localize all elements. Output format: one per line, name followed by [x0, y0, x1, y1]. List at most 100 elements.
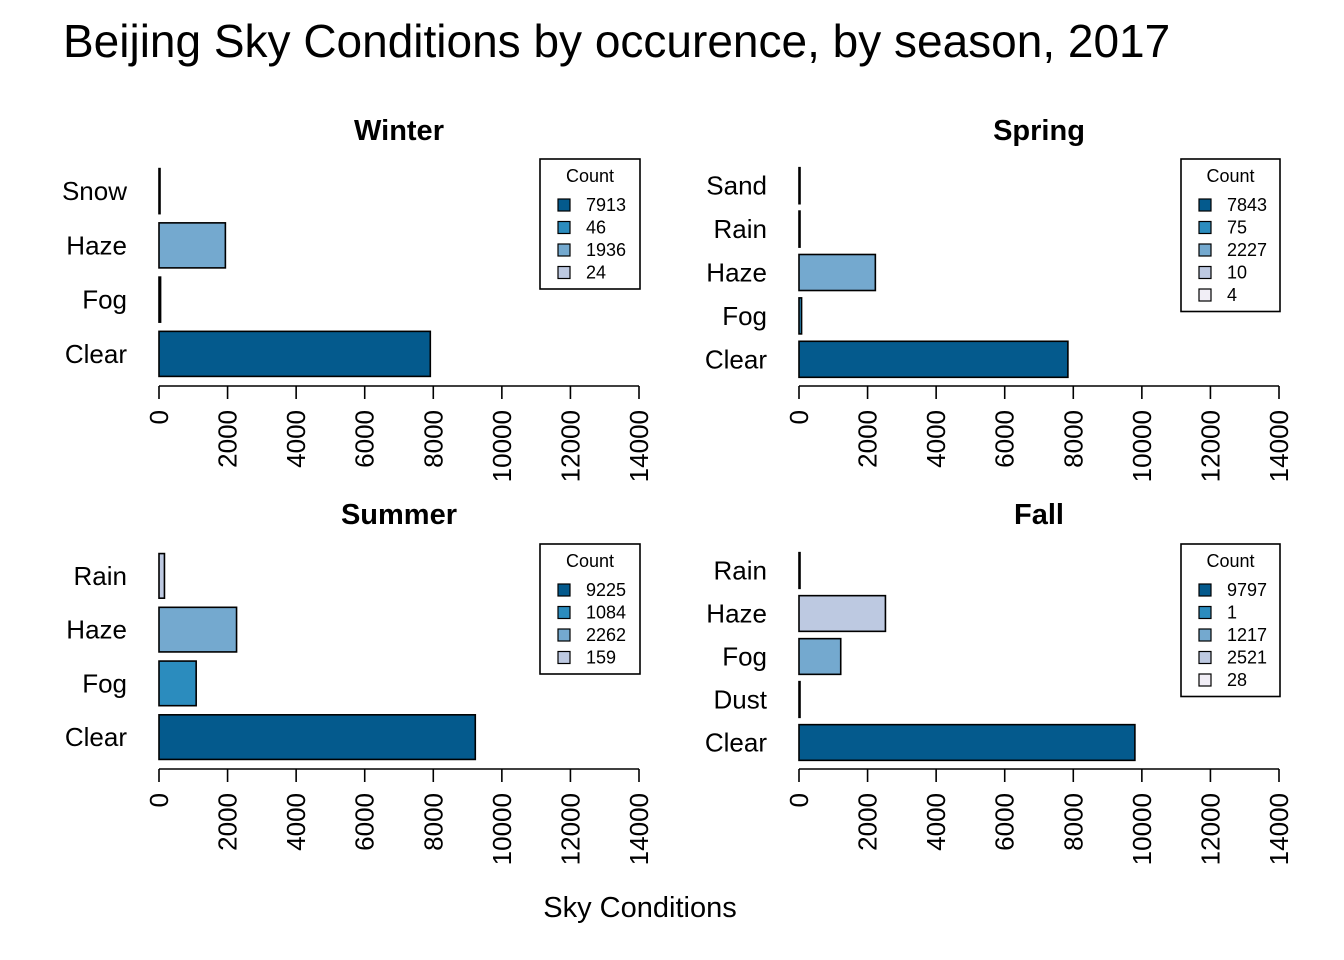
category-label: Clear — [65, 722, 127, 752]
bar-clear — [798, 723, 1136, 762]
x-tick-label: 4000 — [281, 410, 311, 468]
panel-spring: Spring Clear Fog Haze Rain Sand 0 2000 4000 6000 8… — [705, 115, 1294, 482]
x-axis: 0 2000 4000 6000 8000 10000 12000 14000 — [784, 385, 1294, 482]
x-axis: 0 2000 4000 6000 8000 10000 12000 14000 — [784, 768, 1294, 865]
x-tick-label: 2000 — [853, 793, 883, 851]
bar-haze — [798, 253, 877, 292]
x-tick-label: 0 — [144, 410, 174, 424]
bar-sand — [798, 166, 801, 205]
x-tick-label: 2000 — [213, 793, 243, 851]
bar-clear — [158, 714, 477, 761]
x-tick-label: 12000 — [1195, 793, 1225, 865]
legend-entry: 4 — [1227, 285, 1237, 305]
legend-swatch — [557, 243, 571, 257]
x-tick-label: 8000 — [1058, 410, 1088, 468]
legend-entry: 46 — [586, 218, 606, 238]
legend-swatch — [557, 265, 571, 280]
panel-title: Winter — [354, 115, 444, 147]
legend-box — [539, 158, 641, 290]
legend-swatch — [1198, 288, 1212, 302]
legend-entry: 75 — [1227, 218, 1247, 238]
legend-swatch — [1198, 198, 1212, 212]
x-tick-label: 14000 — [624, 793, 654, 865]
x-tick-label: 10000 — [487, 410, 517, 482]
legend-swatch — [1198, 243, 1212, 257]
bar-haze — [798, 594, 887, 633]
category-label: Fog — [722, 301, 767, 331]
x-axis: 0 2000 4000 6000 8000 10000 12000 14000 — [144, 768, 654, 865]
category-label: Fog — [82, 285, 127, 315]
bar-fog — [798, 297, 803, 335]
bar-fog — [798, 637, 842, 676]
category-label: Dust — [714, 685, 768, 715]
bar-clear — [158, 330, 432, 378]
x-tick-label: 6000 — [350, 410, 380, 468]
x-tick-label: 12000 — [555, 793, 585, 865]
legend-entry: 28 — [1227, 670, 1247, 690]
category-label: Sand — [706, 171, 767, 201]
panel-fall: Fall Clear Dust Fog Haze Rain 0 2000 4000 6000 800… — [705, 499, 1294, 865]
legend-entry: 2262 — [586, 625, 626, 645]
category-label: Rain — [74, 561, 127, 591]
panel-winter: Winter Clear Fog Haze Snow 0 2000 4000 6000 8000 1… — [62, 115, 654, 482]
x-tick-label: 0 — [144, 793, 174, 807]
legend-swatch — [1198, 628, 1212, 642]
category-label: Fog — [82, 668, 127, 698]
x-tick-label: 0 — [784, 410, 814, 424]
bar-rain — [798, 210, 801, 248]
x-axis: 0 2000 4000 6000 8000 10000 12000 14000 — [144, 385, 654, 482]
x-tick-label: 8000 — [418, 793, 448, 851]
category-label: Haze — [66, 230, 127, 260]
x-tick-label: 14000 — [624, 410, 654, 482]
x-tick-label: 4000 — [921, 793, 951, 851]
legend-swatch — [1198, 265, 1212, 280]
legend-entry: 2227 — [1227, 240, 1267, 260]
panel-title: Summer — [341, 499, 457, 531]
x-tick-label: 6000 — [990, 793, 1020, 851]
x-tick-label: 2000 — [213, 410, 243, 468]
bar-haze — [158, 222, 227, 269]
category-label: Fog — [722, 642, 767, 672]
legend-entry: 10 — [1227, 263, 1247, 283]
bar-rain — [158, 552, 166, 599]
legend-swatch — [1198, 583, 1212, 597]
category-label: Rain — [714, 556, 767, 586]
bar-fog — [158, 660, 197, 707]
bar-clear — [798, 340, 1069, 379]
category-label: Haze — [706, 599, 767, 629]
legend-entry: 7843 — [1227, 195, 1267, 215]
legend-swatch — [557, 605, 571, 620]
legend-swatch — [557, 583, 571, 597]
category-label: Snow — [62, 176, 127, 206]
legend-swatch — [557, 220, 571, 235]
x-axis-caption: Sky Conditions — [543, 892, 737, 924]
category-label: Haze — [66, 615, 127, 645]
category-label: Clear — [705, 728, 767, 758]
legend-title: Count — [566, 166, 614, 186]
legend-box — [1180, 543, 1281, 698]
x-tick-label: 12000 — [1195, 410, 1225, 482]
x-tick-label: 8000 — [418, 410, 448, 468]
bar-snow — [158, 167, 161, 215]
legend-swatch — [1198, 650, 1212, 665]
x-tick-label: 6000 — [350, 793, 380, 851]
bar-fog — [158, 276, 162, 323]
panel-title: Spring — [993, 115, 1085, 147]
legend-title: Count — [1206, 166, 1254, 186]
legend-swatch — [1198, 605, 1212, 620]
page-title: Beijing Sky Conditions by occurence, by … — [63, 15, 1171, 67]
legend-swatch — [1198, 220, 1212, 235]
bar-rain — [798, 551, 801, 590]
x-tick-label: 12000 — [555, 410, 585, 482]
legend-entry: 9225 — [586, 580, 626, 600]
legend-swatch — [557, 628, 571, 642]
legend-entry: 24 — [586, 263, 606, 283]
bar-dust — [798, 680, 801, 719]
legend-entry: 2521 — [1227, 648, 1267, 668]
category-label: Clear — [65, 339, 127, 369]
legend-box — [539, 543, 641, 675]
bar-haze — [158, 606, 238, 653]
